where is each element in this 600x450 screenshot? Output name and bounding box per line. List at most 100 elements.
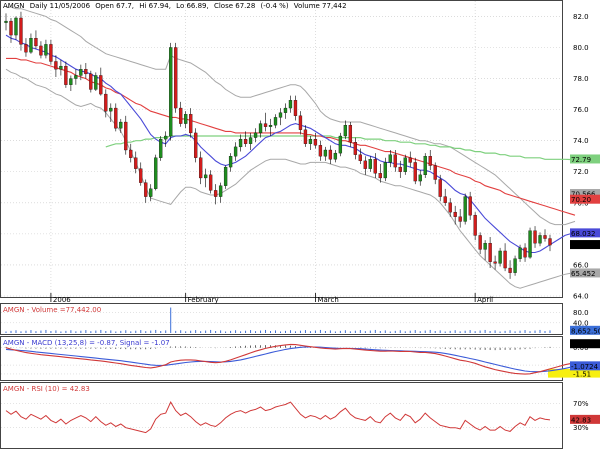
candle-body [373, 159, 377, 174]
date-label: February [188, 296, 219, 304]
price-value-tag-text: 70.566 [571, 191, 596, 199]
rsi-tick-label: 30% [573, 424, 589, 432]
candle-body [74, 75, 78, 79]
candle-body [503, 250, 507, 269]
candle-body [223, 166, 228, 186]
candle-body [508, 267, 512, 273]
candle-body [343, 124, 348, 137]
price-value-tag [570, 240, 600, 250]
rsi-value-tag [570, 414, 600, 424]
candle-body [4, 20, 8, 23]
candle-body [268, 124, 273, 127]
candle-body [9, 20, 13, 36]
candle-body [139, 168, 143, 183]
candle-body [538, 235, 542, 244]
macd-value-tag [570, 361, 600, 371]
macd-tick-label: -1.51 [573, 370, 591, 378]
candle-body [543, 235, 547, 239]
date-label: March [317, 296, 338, 304]
candle-body [548, 238, 552, 246]
candle-body [298, 115, 303, 130]
price-value-tag [570, 268, 600, 278]
candle-body [518, 247, 522, 259]
candle-body [79, 69, 83, 76]
candle-body [198, 157, 203, 179]
bollinger-lower-line [5, 68, 576, 289]
candle-body [194, 132, 198, 158]
candle-body [29, 38, 33, 53]
header-symbol: AMGN [3, 2, 25, 10]
candle-body [533, 230, 537, 244]
candle-body [84, 69, 88, 75]
rsi-value-tag-text: 42.83 [571, 416, 591, 424]
candle-body [488, 243, 492, 262]
price-value-tag-text: 65.452 [571, 270, 596, 278]
candle-body [458, 216, 462, 222]
price-tick-label: 64.0 [573, 293, 589, 301]
price-value-tag [570, 194, 600, 204]
candle-body [154, 157, 158, 189]
candle-body [288, 100, 293, 109]
candle-body [348, 124, 353, 143]
candle-body [233, 146, 238, 157]
candle-body [413, 162, 417, 182]
candle-body [253, 132, 258, 138]
price-value-tag-text: 67.28 [571, 242, 591, 250]
candle-body [69, 78, 73, 85]
candle-body [358, 154, 362, 162]
candle-body [528, 230, 532, 258]
candle-body [303, 129, 308, 144]
candle-body [308, 138, 313, 144]
bollinger-upper-line [6, 6, 576, 226]
price-tick-label: 78.0 [573, 75, 589, 83]
price-value-tag-text: 70.20 [571, 196, 591, 204]
candle-body [433, 165, 437, 180]
rsi-tick-label: 70% [573, 400, 589, 408]
macd-value-tag [570, 339, 600, 349]
candle-body [378, 173, 382, 179]
candle-body [368, 159, 372, 169]
candle-body [328, 149, 333, 160]
candle-body [59, 65, 63, 70]
header-lo: Lo 66.89, [176, 2, 209, 10]
candle-body [448, 202, 452, 213]
candle-body [418, 174, 422, 182]
volume-panel-frame [0, 303, 563, 335]
candle-body [393, 154, 397, 168]
candles [4, 11, 552, 279]
header-volume: Volume 77,442 [294, 2, 347, 10]
price-tick-label: 72.0 [573, 168, 589, 176]
macd-value-tag-text: 0.200901 [571, 341, 600, 349]
candle-body [513, 258, 517, 273]
candle-body [54, 61, 58, 70]
candle-body [408, 157, 412, 163]
candle-body [498, 250, 502, 264]
price-tick-label: 80.0 [573, 44, 589, 52]
candle-body [129, 149, 133, 158]
volume-tick-label: 40.0 [573, 319, 589, 327]
candle-body [39, 45, 43, 56]
price-tick-label: 74.0 [573, 137, 589, 145]
candle-body [174, 47, 178, 109]
candle-body [213, 190, 218, 197]
candle-body [34, 38, 38, 47]
candle-body [144, 182, 148, 197]
candle-body [398, 166, 402, 172]
rsi-label: AMGN - RSI (10) = 42.83 [3, 385, 90, 393]
candle-body [109, 107, 113, 112]
macd-label: AMGN - MACD (13,25,8) = -0.87, Signal = … [3, 339, 170, 347]
candle-body [318, 145, 323, 157]
candle-body [483, 243, 487, 250]
header-hi: Hi 67.94, [139, 2, 171, 10]
candle-body [89, 73, 93, 90]
price-value-tag [570, 189, 600, 199]
candle-body [159, 138, 163, 158]
candle-body [403, 157, 407, 172]
candle-body [428, 156, 432, 166]
candle-body [164, 135, 168, 140]
candle-body [24, 44, 28, 53]
candle-body [184, 114, 188, 124]
macd-value-tag-text: -1.0724 [571, 363, 599, 371]
